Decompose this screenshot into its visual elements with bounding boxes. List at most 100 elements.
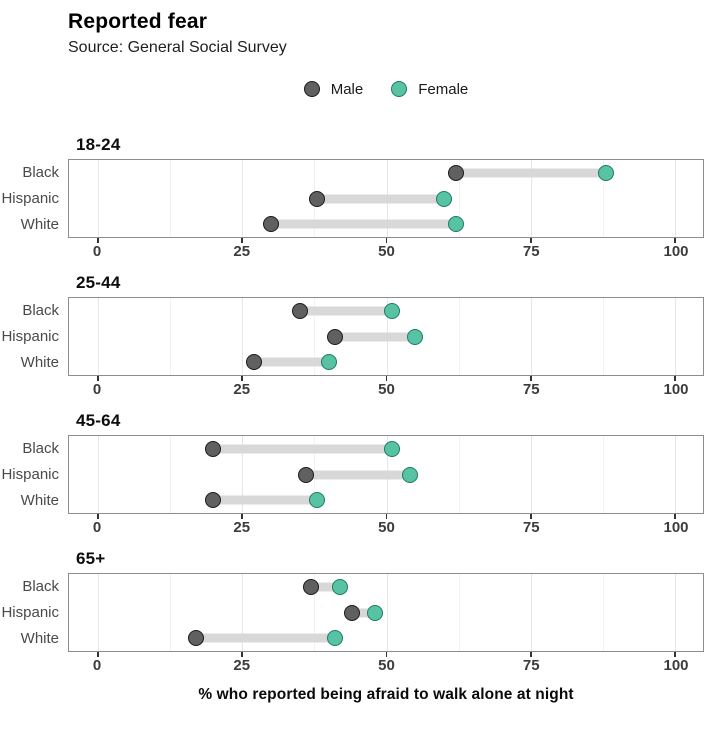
- facet-body: Black Hispanic White: [0, 297, 704, 381]
- male-dot: [309, 190, 326, 207]
- axis-tick-mark: [241, 376, 243, 381]
- x-tick-label: 75: [522, 381, 540, 398]
- major-gridline: [530, 298, 532, 375]
- x-axis-track: 0 25 50 75 100: [68, 514, 704, 538]
- minor-gridline: [170, 436, 172, 513]
- male-dot: [205, 492, 222, 509]
- axis-tick-mark: [674, 652, 676, 657]
- female-dot: [407, 328, 424, 345]
- facet-panels: 18-24 Black Hispanic White 0 25 50 75 100 25-44 Bl…: [0, 132, 714, 676]
- facet-body: Black Hispanic White: [0, 159, 704, 243]
- male-dot: [326, 328, 343, 345]
- minor-gridline: [314, 574, 316, 651]
- major-gridline: [675, 436, 677, 513]
- x-tick-label: 100: [663, 657, 689, 674]
- x-tick-label: 0: [92, 657, 102, 674]
- major-gridline: [530, 160, 532, 237]
- facet-body: Black Hispanic White: [0, 573, 704, 657]
- axis-tick-mark: [674, 238, 676, 243]
- dumbbell-row-Hispanic: [69, 600, 703, 626]
- major-gridline: [530, 436, 532, 513]
- axis-tick-mark: [530, 514, 532, 519]
- chart-title: Reported fear: [68, 10, 208, 33]
- x-axis: 0 25 50 75 100: [0, 376, 704, 400]
- connector-segment: [351, 608, 375, 617]
- axis-tick-mark: [674, 514, 676, 519]
- x-tick-label: 0: [92, 381, 102, 398]
- x-tick-label: 50: [378, 381, 395, 398]
- x-tick-label: 75: [522, 243, 540, 260]
- female-dot: [597, 164, 614, 181]
- x-tick-label: 50: [378, 657, 395, 674]
- axis-tick-mark: [530, 652, 532, 657]
- connector-segment: [317, 194, 445, 203]
- x-tick-label: 25: [233, 519, 251, 536]
- facet-18-24: 18-24 Black Hispanic White 0 25 50 75 100: [0, 132, 714, 262]
- connector-segment: [271, 219, 456, 229]
- x-axis-title: % who reported being afraid to walk alon…: [198, 686, 574, 703]
- female-dot: [384, 302, 401, 319]
- dumbbell-row-Hispanic: [69, 324, 703, 350]
- x-tick-label: 100: [663, 243, 689, 260]
- x-tick-label: 50: [378, 243, 395, 260]
- minor-gridline: [602, 298, 604, 375]
- plot-panel: [68, 435, 704, 519]
- y-axis-labels: Black Hispanic White: [0, 435, 68, 514]
- row-label-Black: Black: [22, 439, 59, 457]
- dumbbell-row-Hispanic: [69, 462, 703, 488]
- dumbbell-row-White: [69, 211, 703, 237]
- dumbbell-row-Black: [69, 298, 703, 324]
- x-tick-label: 75: [522, 657, 540, 674]
- row-label-Black: Black: [22, 577, 59, 595]
- male-dot: [297, 466, 314, 483]
- female-dot: [436, 190, 453, 207]
- x-axis-track: 0 25 50 75 100: [68, 376, 704, 400]
- minor-gridline: [602, 160, 604, 237]
- dumbbell-row-Black: [69, 574, 703, 600]
- minor-gridline: [458, 574, 460, 651]
- facet-label: 18-24: [76, 135, 121, 154]
- x-tick-label: 0: [92, 519, 102, 536]
- male-dot: [205, 440, 222, 457]
- row-label-Black: Black: [22, 163, 59, 181]
- row-label-Black: Black: [22, 301, 59, 319]
- major-gridline: [242, 160, 244, 237]
- female-dot: [320, 354, 337, 371]
- major-gridline: [97, 160, 99, 237]
- x-axis-spacer: [0, 652, 68, 676]
- male-dot: [343, 604, 360, 621]
- female-dot: [447, 216, 464, 233]
- row-label-Hispanic: Hispanic: [1, 189, 59, 207]
- male-dot: [263, 216, 280, 233]
- major-gridline: [675, 298, 677, 375]
- dumbbell-row-White: [69, 349, 703, 375]
- minor-gridline: [458, 298, 460, 375]
- female-dot: [384, 440, 401, 457]
- major-gridline: [242, 436, 244, 513]
- major-gridline: [386, 574, 388, 651]
- axis-tick-mark: [241, 514, 243, 519]
- connector-segment: [455, 168, 606, 178]
- row-label-Hispanic: Hispanic: [1, 603, 59, 621]
- chart-header: Reported fear Source: General Social Sur…: [0, 8, 714, 60]
- major-gridline: [675, 160, 677, 237]
- x-tick-label: 25: [233, 381, 251, 398]
- axis-tick-mark: [385, 238, 388, 243]
- chart-subtitle: Source: General Social Survey: [68, 39, 287, 56]
- row-label-Hispanic: Hispanic: [1, 327, 59, 345]
- connector-segment: [334, 332, 416, 341]
- minor-gridline: [170, 574, 172, 651]
- major-gridline: [242, 574, 244, 651]
- row-label-White: White: [20, 216, 59, 234]
- connector-segment: [311, 582, 341, 592]
- axis-tick-mark: [97, 238, 99, 243]
- axis-tick-mark: [530, 238, 532, 243]
- axis-tick-mark: [241, 238, 243, 243]
- row-label-White: White: [20, 354, 59, 372]
- minor-gridline: [602, 574, 604, 651]
- female-dot: [332, 578, 349, 595]
- x-axis: 0 25 50 75 100: [0, 238, 704, 262]
- minor-gridline: [458, 160, 460, 237]
- y-axis-labels: Black Hispanic White: [0, 297, 68, 376]
